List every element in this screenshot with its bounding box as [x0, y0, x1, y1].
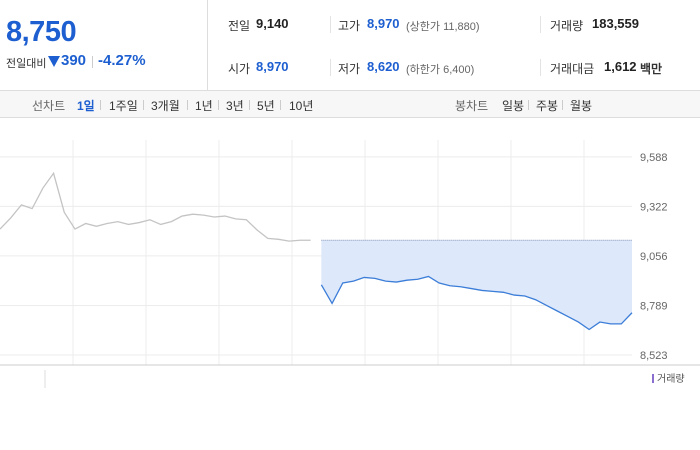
tab-group-label: 봉차트 — [455, 99, 489, 113]
price-chart: 8,523 8,789 9,056 9,322 9,588 거래량 — [0, 140, 700, 388]
y-tick-label: 9,588 — [640, 152, 668, 164]
divider — [207, 0, 208, 90]
period-tab[interactable]: 5년 — [257, 99, 275, 113]
candle-tab[interactable]: 주봉 — [536, 99, 559, 113]
change: 390 — [61, 52, 87, 69]
divider — [540, 59, 541, 76]
separator — [562, 100, 563, 110]
period-tab[interactable]: 1일 — [77, 99, 95, 113]
change-rate: -4.27% — [98, 52, 146, 69]
candle-tab[interactable]: 월봉 — [570, 99, 593, 113]
summary-value: 8,620 — [367, 59, 400, 74]
summary-note: (상한가 11,880) — [406, 21, 480, 33]
legend-label: 거래량 — [657, 373, 685, 385]
y-tick-label: 9,322 — [640, 201, 668, 213]
summary-value: 183,559 — [592, 16, 639, 31]
current-price: 8,750 — [6, 16, 77, 48]
tab-bar — [0, 90, 700, 118]
change-label: 전일대비 — [6, 58, 47, 70]
period-tab[interactable]: 1년 — [195, 99, 213, 113]
separator — [528, 100, 529, 110]
y-tick-label: 9,056 — [640, 251, 668, 263]
summary-label: 저가 — [338, 62, 361, 76]
period-tab[interactable]: 10년 — [289, 99, 314, 113]
summary-label: 거래대금 — [550, 62, 595, 76]
summary-note: (하한가 6,400) — [406, 64, 475, 76]
period-tab[interactable]: 3년 — [226, 99, 244, 113]
y-tick-label: 8,789 — [640, 300, 668, 312]
legend-swatch — [652, 374, 654, 383]
separator — [218, 100, 219, 110]
area — [321, 240, 632, 330]
separator — [143, 100, 144, 110]
summary-label: 시가 — [228, 62, 251, 76]
price-line — [0, 171, 311, 242]
summary-label: 전일 — [228, 19, 251, 33]
separator — [92, 56, 93, 68]
separator — [187, 100, 188, 110]
down-arrow — [48, 56, 60, 67]
y-tick-label: 8,523 — [640, 350, 668, 362]
summary-value: 8,970 — [256, 59, 289, 74]
price-line — [320, 275, 633, 331]
separator — [280, 100, 281, 110]
divider — [330, 16, 331, 33]
divider — [540, 16, 541, 33]
summary-label: 고가 — [338, 19, 361, 33]
period-tab[interactable]: 3개월 — [151, 99, 180, 113]
summary-value: 1,612 — [604, 59, 637, 74]
divider — [330, 59, 331, 76]
separator — [100, 100, 101, 110]
separator — [249, 100, 250, 110]
tab-group-label: 선차트 — [32, 99, 66, 113]
candle-tab[interactable]: 일봉 — [502, 99, 525, 113]
summary-value: 9,140 — [256, 16, 289, 31]
period-tab[interactable]: 1주일 — [109, 99, 138, 113]
summary-unit: 백만 — [640, 62, 663, 76]
summary-label: 거래량 — [550, 19, 584, 33]
summary-value: 8,970 — [367, 16, 400, 31]
